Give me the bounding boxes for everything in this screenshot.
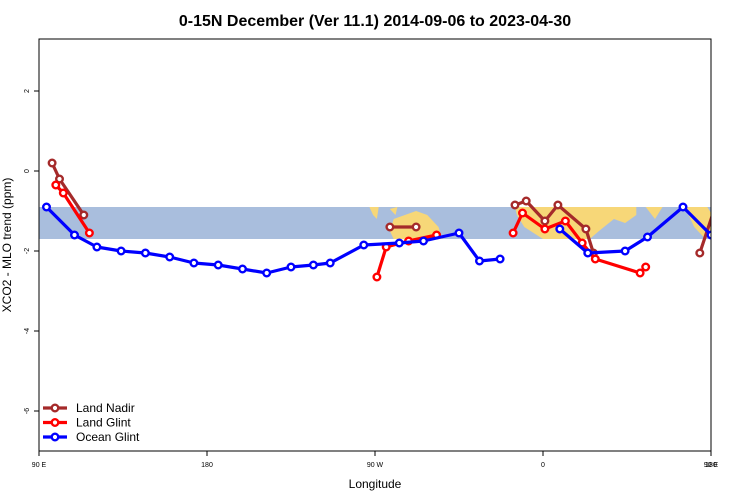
data-point-land-glint [540,224,550,234]
data-point-land-glint [84,228,94,238]
x-tick-label: 90 W [367,462,384,469]
data-point-ocean-glint [213,260,223,270]
x-tick-label: 180 [201,462,213,469]
data-point-land-nadir [47,158,57,168]
data-point-ocean-glint [620,246,630,256]
data-point-ocean-glint [92,242,102,252]
y-tick-label: -6 [24,408,31,414]
data-point-ocean-glint [394,238,404,248]
x-tick-label: 90 E [704,462,719,469]
data-point-ocean-glint [359,240,369,250]
data-point-land-nadir [695,248,705,258]
legend-swatch-marker [50,403,60,413]
y-axis: 2 0 -2 -4 -6 [24,89,39,414]
land-region [741,207,750,223]
data-point-land-nadir [738,176,745,183]
land-region [369,207,379,219]
land-region [389,207,398,215]
x-axis-label: Longitude [349,477,402,491]
data-point-land-glint [726,182,733,189]
data-point-land-nadir [411,222,421,232]
y-tick-label: 0 [24,169,31,173]
data-point-land-nadir [540,216,550,226]
legend-label: Ocean Glint [76,430,140,444]
data-point-land-glint [635,268,645,278]
data-point-ocean-glint [116,246,126,256]
data-point-ocean-glint [165,252,175,262]
data-point-ocean-glint [69,230,79,240]
data-point-ocean-glint [643,232,653,242]
data-point-land-glint [51,180,61,190]
legend-label: Land Glint [76,416,131,430]
series-line-land-glint [730,185,750,233]
data-point-ocean-glint [140,248,150,258]
x-tick-label: 90 E [32,462,47,469]
data-point-land-glint [508,228,518,238]
x-tick-label: 180 [705,462,717,469]
data-point-land-glint [560,216,570,226]
data-point-land-nadir [510,200,520,210]
data-point-ocean-glint [730,244,737,251]
series-layer [42,158,750,282]
y-axis-label: XCO2 - MLO trend (ppm) [0,178,14,313]
data-point-ocean-glint [706,230,711,240]
data-point-land-glint [641,262,651,272]
x-tick-label: 0 [541,462,545,469]
data-point-ocean-glint [325,258,335,268]
y-tick-label: 2 [24,89,31,93]
series-line-land-glint [511,211,647,275]
data-point-ocean-glint [189,258,199,268]
data-point-land-nadir [385,222,395,232]
data-point-ocean-glint [286,262,296,272]
data-point-ocean-glint [419,236,429,246]
y-tick-label: -2 [24,248,31,254]
data-point-ocean-glint [555,224,565,234]
data-point-ocean-glint [308,260,318,270]
data-point-ocean-glint [454,228,464,238]
data-point-land-glint [738,190,745,197]
data-point-land-nadir [521,196,531,206]
legend-label: Land Nadir [76,401,135,415]
land-region [645,207,663,219]
chart-title: 0-15N December (Ver 11.1) 2014-09-06 to … [179,13,571,30]
data-point-land-glint [590,254,600,264]
data-point-land-glint [518,208,528,218]
data-point-land-glint [58,188,68,198]
y-tick-label: -4 [24,328,31,334]
data-point-land-nadir [726,160,733,167]
data-point-land-glint [372,272,382,282]
series-line-ocean-glint [558,205,711,255]
legend-item-land-glint: Land Glint [43,416,131,430]
data-point-ocean-glint [475,256,485,266]
data-point-land-nadir [553,200,563,210]
legend-item-land-nadir: Land Nadir [43,401,135,415]
plot-area [38,38,750,452]
data-point-land-nadir [55,174,65,184]
legend-swatch-marker [50,432,60,442]
data-point-land-nadir [79,210,89,220]
legend-item-ocean-glint: Ocean Glint [43,430,140,444]
data-point-ocean-glint [495,254,505,264]
legend-swatch-marker [50,418,60,428]
data-point-ocean-glint [678,202,688,212]
data-point-ocean-glint [237,264,247,274]
series-ocean-glint [42,202,737,278]
data-point-land-nadir [581,224,591,234]
data-point-ocean-glint [583,248,593,258]
data-point-ocean-glint [262,268,272,278]
data-point-ocean-glint [42,202,52,212]
